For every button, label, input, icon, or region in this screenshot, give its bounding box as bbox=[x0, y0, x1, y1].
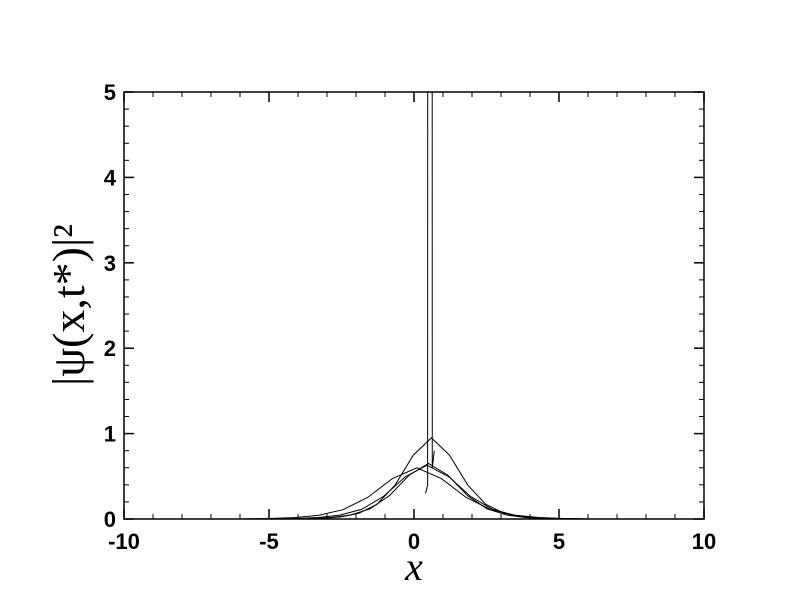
x-tick-label: 0 bbox=[408, 529, 420, 554]
curve bbox=[274, 464, 580, 519]
y-axis-label: |ψ(x,t*)|² bbox=[43, 224, 94, 386]
x-tick-label: 5 bbox=[553, 529, 565, 554]
y-tick-label: 3 bbox=[104, 251, 116, 276]
y-tick-label: 4 bbox=[104, 165, 117, 190]
y-tick-label: 1 bbox=[104, 422, 116, 447]
x-tick-label: -10 bbox=[108, 529, 140, 554]
x-axis-label: x bbox=[404, 544, 423, 589]
plot-area bbox=[244, 92, 590, 519]
curve bbox=[244, 467, 590, 519]
x-tick-label: -5 bbox=[259, 529, 279, 554]
curve bbox=[291, 462, 566, 519]
curve bbox=[286, 437, 577, 519]
y-tick-label: 2 bbox=[104, 336, 116, 361]
x-tick-label: 10 bbox=[692, 529, 716, 554]
curve bbox=[425, 92, 435, 494]
y-tick-label: 0 bbox=[104, 507, 116, 532]
y-tick-label: 5 bbox=[104, 80, 116, 105]
